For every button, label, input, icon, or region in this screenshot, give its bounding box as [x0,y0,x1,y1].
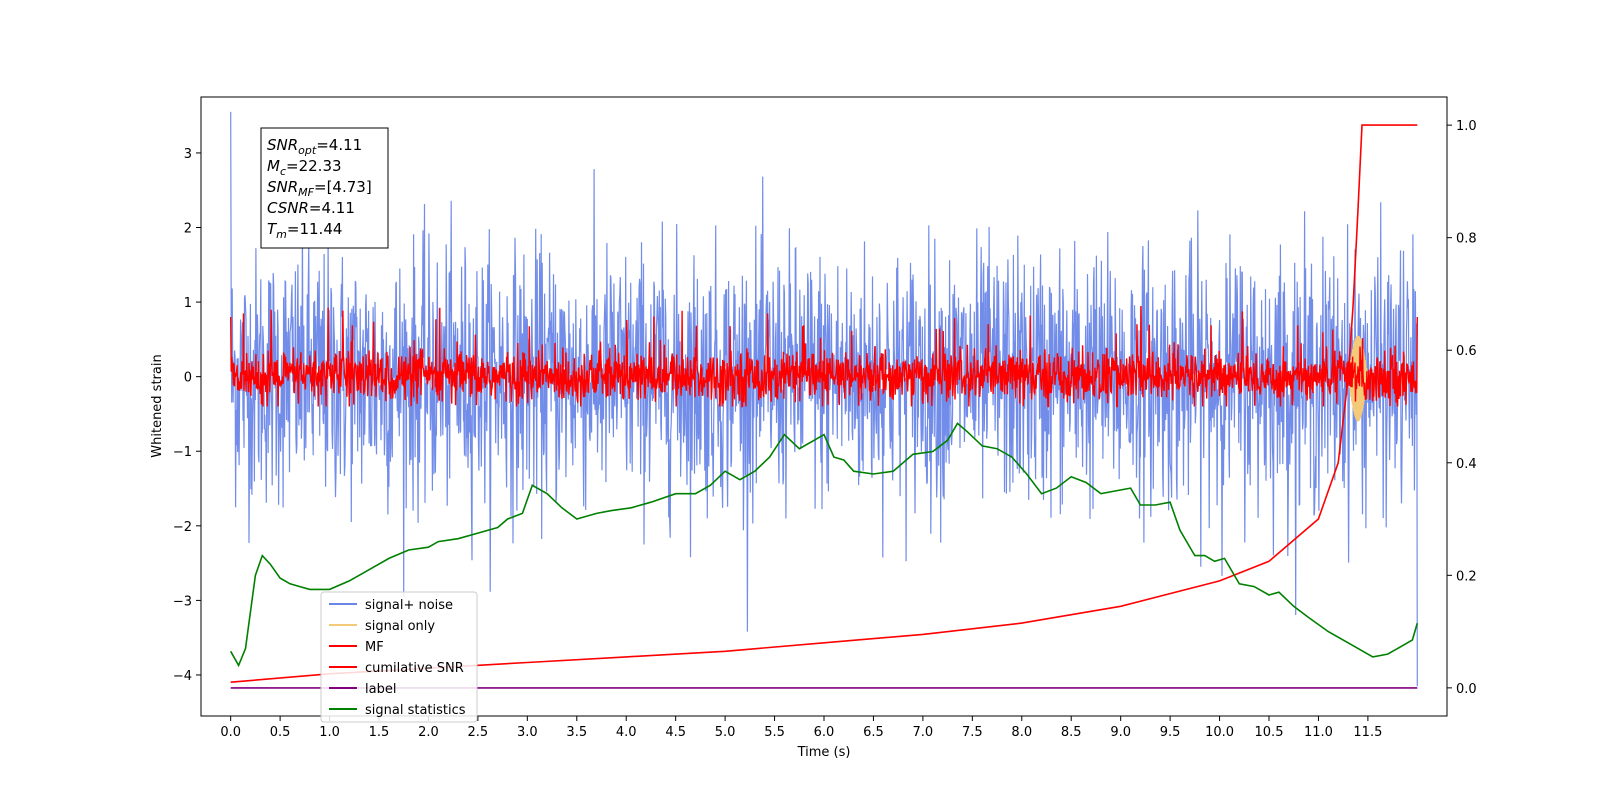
annotation-line: Tm=11.44 [267,220,342,241]
y-axis-label: Whitened strain [150,354,165,457]
x-tick-label: 6.5 [863,725,884,740]
legend-entry: MF [365,640,384,655]
legend-frame [320,591,478,723]
x-tick-label: 4.5 [665,725,686,740]
signal-only-series [1347,335,1369,422]
annotation-line: SNRopt=4.11 [267,136,362,157]
mf-line [230,305,1419,408]
y-axis-right: 1.0 0.8 0.6 0.4 0.2 0.0 [1447,119,1477,697]
signal-statistics-series [230,422,1419,668]
x-tick-label: 9.0 [1110,725,1131,740]
y-tick-label: 2 [184,222,192,237]
x-tick-label: 3.0 [517,725,538,740]
legend-entry: signal only [365,619,435,634]
legend: signal+ noise signal only MF cumilative SNR… [320,591,478,723]
y2-tick-label: 1.0 [1456,119,1477,134]
legend-entry: label [365,682,396,697]
x-tick-label: 1.5 [369,725,390,740]
x-tick-label: 11.0 [1304,725,1333,740]
x-tick-label: 0.0 [220,725,241,740]
x-axis-label: Time (s) [797,745,851,760]
signal-statistics-line [230,422,1419,668]
y-tick-label: −4 [173,669,192,684]
annotation-box: SNRopt=4.11Mc=22.33SNRMF=[4.73]CSNR=4.11… [260,127,389,249]
x-tick-label: 1.0 [319,725,340,740]
y-axis-left: 3 2 1 0 −1 −2 −3 −4 [173,147,201,684]
y-tick-label: −1 [173,445,192,460]
annotation-line: CSNR=4.11 [267,199,355,217]
x-tick-label: 8.0 [1011,725,1032,740]
annotation-line: SNRMF=[4.73] [267,178,372,199]
x-tick-label: 9.5 [1160,725,1181,740]
x-tick-label: 2.0 [418,725,439,740]
y-tick-label: 0 [184,371,192,386]
plot-area [230,111,1419,689]
signal-only-line [1347,335,1369,422]
y-tick-label: −3 [173,594,192,609]
x-tick-label: 2.5 [468,725,489,740]
y2-tick-label: 0.4 [1456,457,1477,472]
y2-tick-label: 0.2 [1456,569,1477,584]
legend-entry: signal statistics [365,703,466,718]
x-tick-label: 3.5 [566,725,587,740]
x-tick-label: 5.5 [764,725,785,740]
mf-series [230,305,1419,408]
x-tick-label: 11.5 [1353,725,1382,740]
y-tick-label: −2 [173,520,192,535]
x-tick-label: 6.0 [814,725,835,740]
x-tick-label: 8.5 [1061,725,1082,740]
cumilative-snr-series [230,124,1418,683]
y2-tick-label: 0.6 [1456,344,1477,359]
annotation-line: Mc=22.33 [267,157,342,178]
x-tick-label: 4.0 [616,725,637,740]
x-tick-label: 10.5 [1255,725,1284,740]
x-tick-label: 5.0 [715,725,736,740]
x-tick-label: 7.5 [962,725,983,740]
legend-entry: cumilative SNR [365,661,464,676]
cumilative-snr-line [230,124,1418,683]
annotation-box-frame [260,127,389,249]
x-tick-label: 7.0 [913,725,934,740]
y2-tick-label: 0.0 [1456,682,1477,697]
x-axis: 0.0 0.5 1.0 1.5 2.0 2.5 3.0 3.5 4.0 4.5 5.0 5.5 6.0 6… [220,716,1382,740]
y-tick-label: 3 [184,147,192,162]
x-tick-label: 10.0 [1205,725,1234,740]
y-tick-label: 1 [184,296,192,311]
x-tick-label: 0.5 [270,725,291,740]
legend-entry: signal+ noise [365,598,453,613]
y2-tick-label: 0.8 [1456,232,1477,247]
